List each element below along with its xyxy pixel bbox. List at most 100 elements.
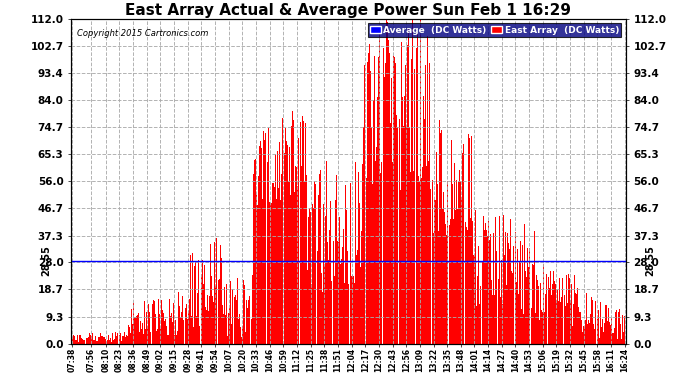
Bar (539, 320, 540, 344)
Bar (287, 145, 288, 344)
Bar (454, 163, 455, 344)
Bar (587, 324, 588, 344)
Bar (378, 57, 380, 344)
Bar (560, 302, 562, 344)
Bar (507, 233, 508, 344)
Bar (338, 242, 339, 344)
Bar (401, 42, 402, 344)
Bar (523, 314, 524, 344)
Bar (402, 97, 403, 344)
Bar (452, 184, 453, 344)
Bar (192, 253, 193, 344)
Bar (545, 294, 546, 344)
Bar (307, 270, 308, 344)
Bar (552, 284, 553, 344)
Bar (506, 285, 507, 344)
Bar (350, 183, 351, 344)
Bar (197, 293, 198, 344)
Bar (213, 302, 215, 344)
Bar (91, 336, 92, 344)
Bar (210, 244, 211, 344)
Bar (95, 336, 96, 344)
Bar (128, 325, 129, 344)
Bar (603, 332, 604, 344)
Bar (119, 333, 121, 344)
Bar (441, 130, 442, 344)
Bar (322, 292, 323, 344)
Bar (352, 275, 353, 344)
Bar (157, 329, 158, 344)
Bar (494, 295, 495, 344)
Bar (93, 340, 94, 344)
Bar (257, 205, 258, 344)
Bar (231, 324, 233, 344)
Bar (525, 271, 526, 344)
Bar (457, 209, 458, 344)
Bar (448, 225, 450, 344)
Bar (94, 340, 95, 344)
Bar (115, 332, 117, 344)
Bar (599, 338, 600, 344)
Bar (187, 319, 188, 344)
Bar (397, 127, 398, 344)
Bar (489, 240, 490, 344)
Bar (328, 260, 329, 344)
Bar (531, 264, 533, 344)
Bar (562, 278, 564, 344)
Bar (161, 300, 162, 344)
Bar (597, 318, 598, 344)
Bar (92, 333, 93, 344)
Bar (355, 162, 356, 344)
Bar (303, 121, 304, 344)
Bar (502, 304, 503, 344)
Bar (558, 301, 559, 344)
Bar (340, 264, 341, 344)
Bar (366, 62, 368, 344)
Bar (244, 285, 245, 344)
Bar (194, 266, 195, 344)
Bar (292, 111, 293, 344)
Bar (143, 334, 144, 344)
Bar (536, 275, 537, 344)
Bar (476, 306, 477, 344)
Bar (279, 142, 280, 344)
Bar (469, 138, 470, 344)
Bar (219, 244, 221, 344)
Bar (264, 140, 266, 344)
Bar (147, 326, 148, 344)
Bar (472, 221, 473, 344)
Bar (351, 276, 352, 344)
Bar (180, 316, 181, 344)
Bar (224, 287, 225, 344)
Bar (284, 128, 286, 344)
Text: 28.55: 28.55 (646, 246, 656, 276)
Bar (557, 290, 558, 344)
Bar (453, 219, 454, 344)
Bar (188, 311, 189, 344)
Bar (333, 276, 335, 344)
Bar (325, 216, 326, 344)
Bar (618, 312, 619, 344)
Bar (170, 313, 172, 344)
Bar (474, 256, 475, 344)
Bar (376, 147, 377, 344)
Bar (497, 279, 499, 344)
Bar (201, 260, 203, 344)
Bar (540, 284, 541, 344)
Bar (496, 251, 497, 344)
Bar (337, 241, 338, 344)
Bar (554, 281, 555, 344)
Bar (96, 341, 97, 344)
Bar (321, 273, 322, 344)
Bar (252, 276, 253, 344)
Bar (129, 327, 130, 344)
Bar (428, 161, 429, 344)
Bar (384, 63, 386, 344)
Bar (468, 134, 469, 344)
Bar (81, 338, 82, 344)
Bar (451, 140, 452, 344)
Bar (282, 118, 284, 344)
Bar (508, 243, 509, 344)
Bar (511, 271, 513, 344)
Bar (189, 299, 190, 344)
